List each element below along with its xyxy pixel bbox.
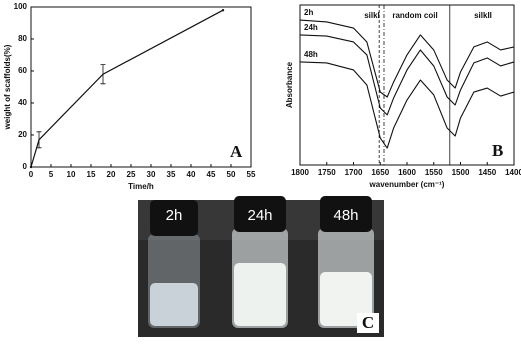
spectrum-line (299, 34, 515, 116)
spectrum-line (299, 19, 515, 98)
y-tick-label: 60 (18, 66, 27, 75)
error-bar (36, 131, 42, 149)
panel-label: A (230, 142, 243, 161)
plot-frame (30, 6, 252, 168)
data-point (29, 165, 33, 169)
panel-label-box (357, 313, 379, 333)
panel-label: C (362, 313, 374, 332)
x-tick-label: 5 (49, 170, 54, 179)
x-tick-label: 1500 (452, 168, 470, 177)
photo (138, 196, 384, 337)
y-tick-label: 100 (14, 2, 28, 11)
annotation: random coil (392, 11, 437, 20)
x-tick-label: 1550 (425, 168, 443, 177)
vial (318, 196, 374, 328)
x-tick-label: 45 (207, 170, 216, 179)
x-tick-label: 1700 (345, 168, 363, 177)
series-label: 24h (304, 23, 318, 32)
x-tick-label: 0 (29, 170, 34, 179)
x-tick-label: 15 (87, 170, 96, 179)
x-tick-label: 1650 (371, 168, 389, 177)
panel-label: B (492, 141, 503, 160)
series-label: 48h (304, 50, 318, 59)
x-tick-label: 1600 (398, 168, 416, 177)
x-tick-label: 1800 (291, 168, 309, 177)
series-label: 2h (304, 8, 313, 17)
x-tick-label: 25 (127, 170, 136, 179)
data-line (30, 9, 224, 168)
y-tick-label: 80 (18, 34, 27, 43)
vial-label: 24h (247, 207, 272, 224)
x-tick-label: 30 (147, 170, 156, 179)
x-tick-label: 40 (187, 170, 196, 179)
spectrum-line (299, 61, 515, 149)
annotation: silkI (364, 11, 380, 20)
y-axis-label: weight of scaffolds(%) (3, 44, 12, 130)
data-point (221, 9, 225, 12)
vial-label: 48h (333, 207, 358, 224)
annotation: silkII (474, 11, 492, 20)
x-tick-label: 10 (67, 170, 76, 179)
x-tick-label: 35 (167, 170, 176, 179)
x-axis-label: Time/h (128, 182, 154, 191)
x-axis-label: wavenumber (cm⁻¹) (369, 180, 445, 189)
plot-frame (299, 4, 515, 166)
vial (232, 196, 288, 328)
x-tick-label: 1400 (505, 168, 521, 177)
vial-label: 2h (166, 207, 183, 224)
y-axis-label: Absorbance (285, 61, 294, 108)
x-tick-label: 55 (247, 170, 256, 179)
error-bar (100, 64, 106, 85)
y-tick-label: 40 (18, 98, 27, 107)
vial (148, 200, 200, 328)
x-tick-label: 1750 (318, 168, 336, 177)
x-tick-label: 1450 (478, 168, 496, 177)
x-tick-label: 50 (227, 170, 236, 179)
x-tick-label: 20 (107, 170, 116, 179)
y-tick-label: 20 (18, 130, 27, 139)
y-tick-label: 0 (23, 162, 28, 171)
